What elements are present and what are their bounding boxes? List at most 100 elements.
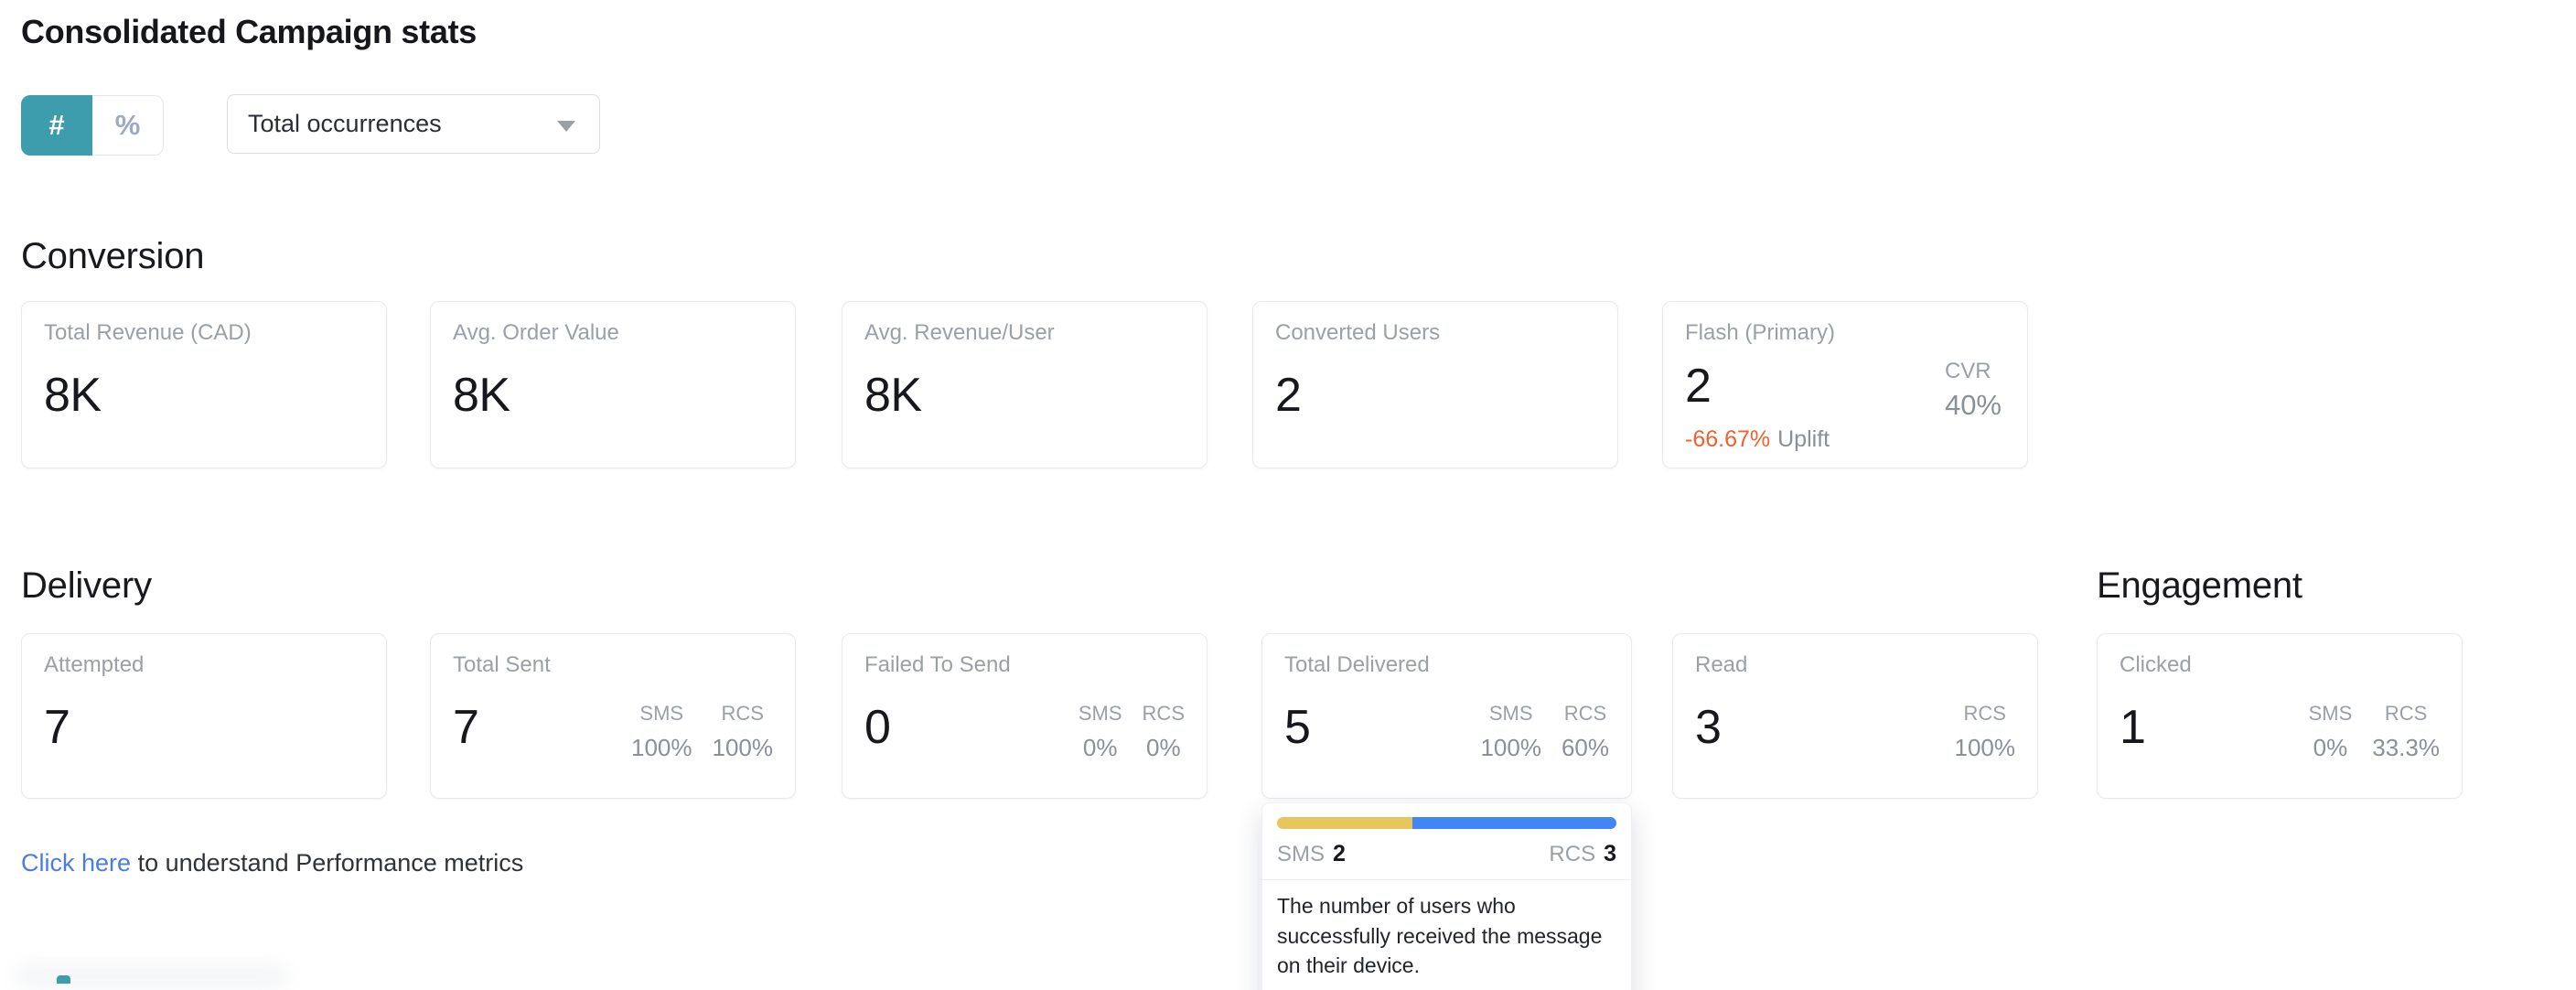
sms-count-group: SMS 2 [1277,841,1346,867]
card-label: Avg. Order Value [453,320,619,345]
rcs-label: RCS [2384,702,2428,725]
card-value: 8K [453,369,510,422]
stat-card-avg-order-value: Avg. Order Value 8K [430,301,796,468]
stat-card-converted-users: Converted Users 2 [1252,301,1618,468]
chevron-down-icon [557,121,575,132]
sms-label: SMS [1277,842,1326,866]
card-label: Attempted [44,652,145,677]
card-value: 7 [453,701,479,754]
stat-card-attempted: Attempted 7 [21,633,387,799]
delivery-split-bar [1277,817,1616,829]
sms-value: 0% [2313,734,2348,761]
rcs-column: RCS 33.3% [2372,702,2440,762]
rcs-column: RCS 100% [1955,702,2016,762]
rcs-value: 100% [712,734,774,761]
rcs-column: RCS 100% [713,702,774,762]
delivered-description: The number of users who successfully rec… [1277,894,1603,978]
below-fold-smudge [15,963,289,990]
stat-card-total-revenue: Total Revenue (CAD) 8K [21,301,387,468]
card-label: Flash (Primary) [1685,320,1836,345]
rcs-column: RCS 0% [1143,702,1185,762]
card-value: 0 [864,701,891,754]
sms-column: SMS 100% [631,702,692,762]
card-value: 2 [1275,369,1302,422]
delivered-tooltip: SMS 2 RCS 3 The number of users who succes… [1261,802,1632,990]
rcs-value: 33.3% [2372,734,2440,761]
engagement-heading: Engagement [2097,565,2302,606]
channel-split: SMS 0% RCS 0% [1079,702,1185,762]
click-here-link[interactable]: Click here [21,849,132,877]
card-label: Total Revenue (CAD) [44,320,252,345]
card-label: Converted Users [1275,320,1441,345]
uplift-line: -66.67% Uplift [1685,426,1830,453]
number-format-button[interactable]: # [21,95,92,156]
card-value: 3 [1695,701,1722,754]
value-format-toggle: # % [21,95,164,156]
performance-metrics-text: to understand Performance metrics [137,849,524,877]
metric-dropdown[interactable]: Total occurrences [227,94,600,154]
sms-bar-segment [1277,817,1413,829]
delivered-tooltip-split: SMS 2 RCS 3 [1262,803,1631,879]
rcs-label: RCS [1963,702,2006,725]
card-label: Clicked [2120,652,2192,677]
rcs-column: RCS 60% [1562,702,1609,762]
rcs-label: RCS [1549,842,1596,866]
stat-card-avg-revenue-user: Avg. Revenue/User 8K [842,301,1208,468]
sms-column: SMS 0% [1079,702,1122,762]
card-value: 7 [44,701,70,754]
card-value: 8K [864,369,922,422]
cvr-block: CVR 40% [1945,359,2002,422]
card-label: Total Sent [453,652,551,677]
delivery-heading: Delivery [21,565,152,606]
uplift-value: -66.67% [1685,426,1771,452]
sms-value: 0% [1082,734,1118,761]
card-label: Total Delivered [1284,652,1430,677]
page-title: Consolidated Campaign stats [21,13,477,50]
sms-column: SMS 100% [1480,702,1541,762]
rcs-count-group: RCS 3 [1549,841,1616,867]
performance-metrics-line: Click here to understand Performance met… [21,849,523,877]
sms-label: SMS [1488,702,1533,725]
rcs-value: 0% [1145,734,1181,761]
sms-column: SMS 0% [2309,702,2353,762]
below-fold-teal-element [57,975,70,984]
tooltip-divider [1262,879,1631,880]
uplift-label: Uplift [1777,426,1830,452]
rcs-label: RCS [1563,702,1607,725]
card-value: 1 [2120,701,2146,754]
channel-split: SMS 100% RCS 100% [631,702,773,762]
percent-format-button[interactable]: % [92,95,164,156]
channel-split: SMS 100% RCS 60% [1480,702,1609,762]
rcs-count: 3 [1604,841,1616,866]
stat-card-flash-primary: Flash (Primary) 2 CVR 40% -66.67% Uplift [1662,301,2028,468]
delivery-split-counts: SMS 2 RCS 3 [1277,841,1616,867]
card-label: Avg. Revenue/User [864,320,1055,345]
channel-split: RCS 100% [1955,702,2016,762]
rcs-value: 100% [1954,734,2016,761]
stat-card-clicked: Clicked 1 SMS 0% RCS 33.3% [2097,633,2463,799]
sms-label: SMS [2308,702,2353,725]
card-label: Failed To Send [864,652,1011,677]
rcs-label: RCS [721,702,764,725]
cvr-label: CVR [1944,359,1991,383]
sms-value: 100% [1480,734,1541,761]
metric-dropdown-value: Total occurrences [248,110,442,137]
card-label: Read [1695,652,1748,677]
stat-card-read: Read 3 RCS 100% [1672,633,2038,799]
card-value: 5 [1284,701,1311,754]
card-value: 2 [1685,360,1712,413]
card-value: 8K [44,369,102,422]
sms-label: SMS [1078,702,1122,725]
sms-value: 100% [631,734,692,761]
stat-card-total-sent: Total Sent 7 SMS 100% RCS 100% [430,633,796,799]
sms-label: SMS [639,702,684,725]
channel-split: SMS 0% RCS 33.3% [2309,702,2440,762]
stat-card-total-delivered: Total Delivered 5 SMS 100% RCS 60% [1261,633,1632,799]
stat-card-failed-to-send: Failed To Send 0 SMS 0% RCS 0% [842,633,1208,799]
conversion-heading: Conversion [21,236,205,276]
sms-count: 2 [1333,841,1346,866]
rcs-label: RCS [1142,702,1185,725]
cvr-value: 40% [1944,389,2002,421]
rcs-value: 60% [1561,734,1609,761]
